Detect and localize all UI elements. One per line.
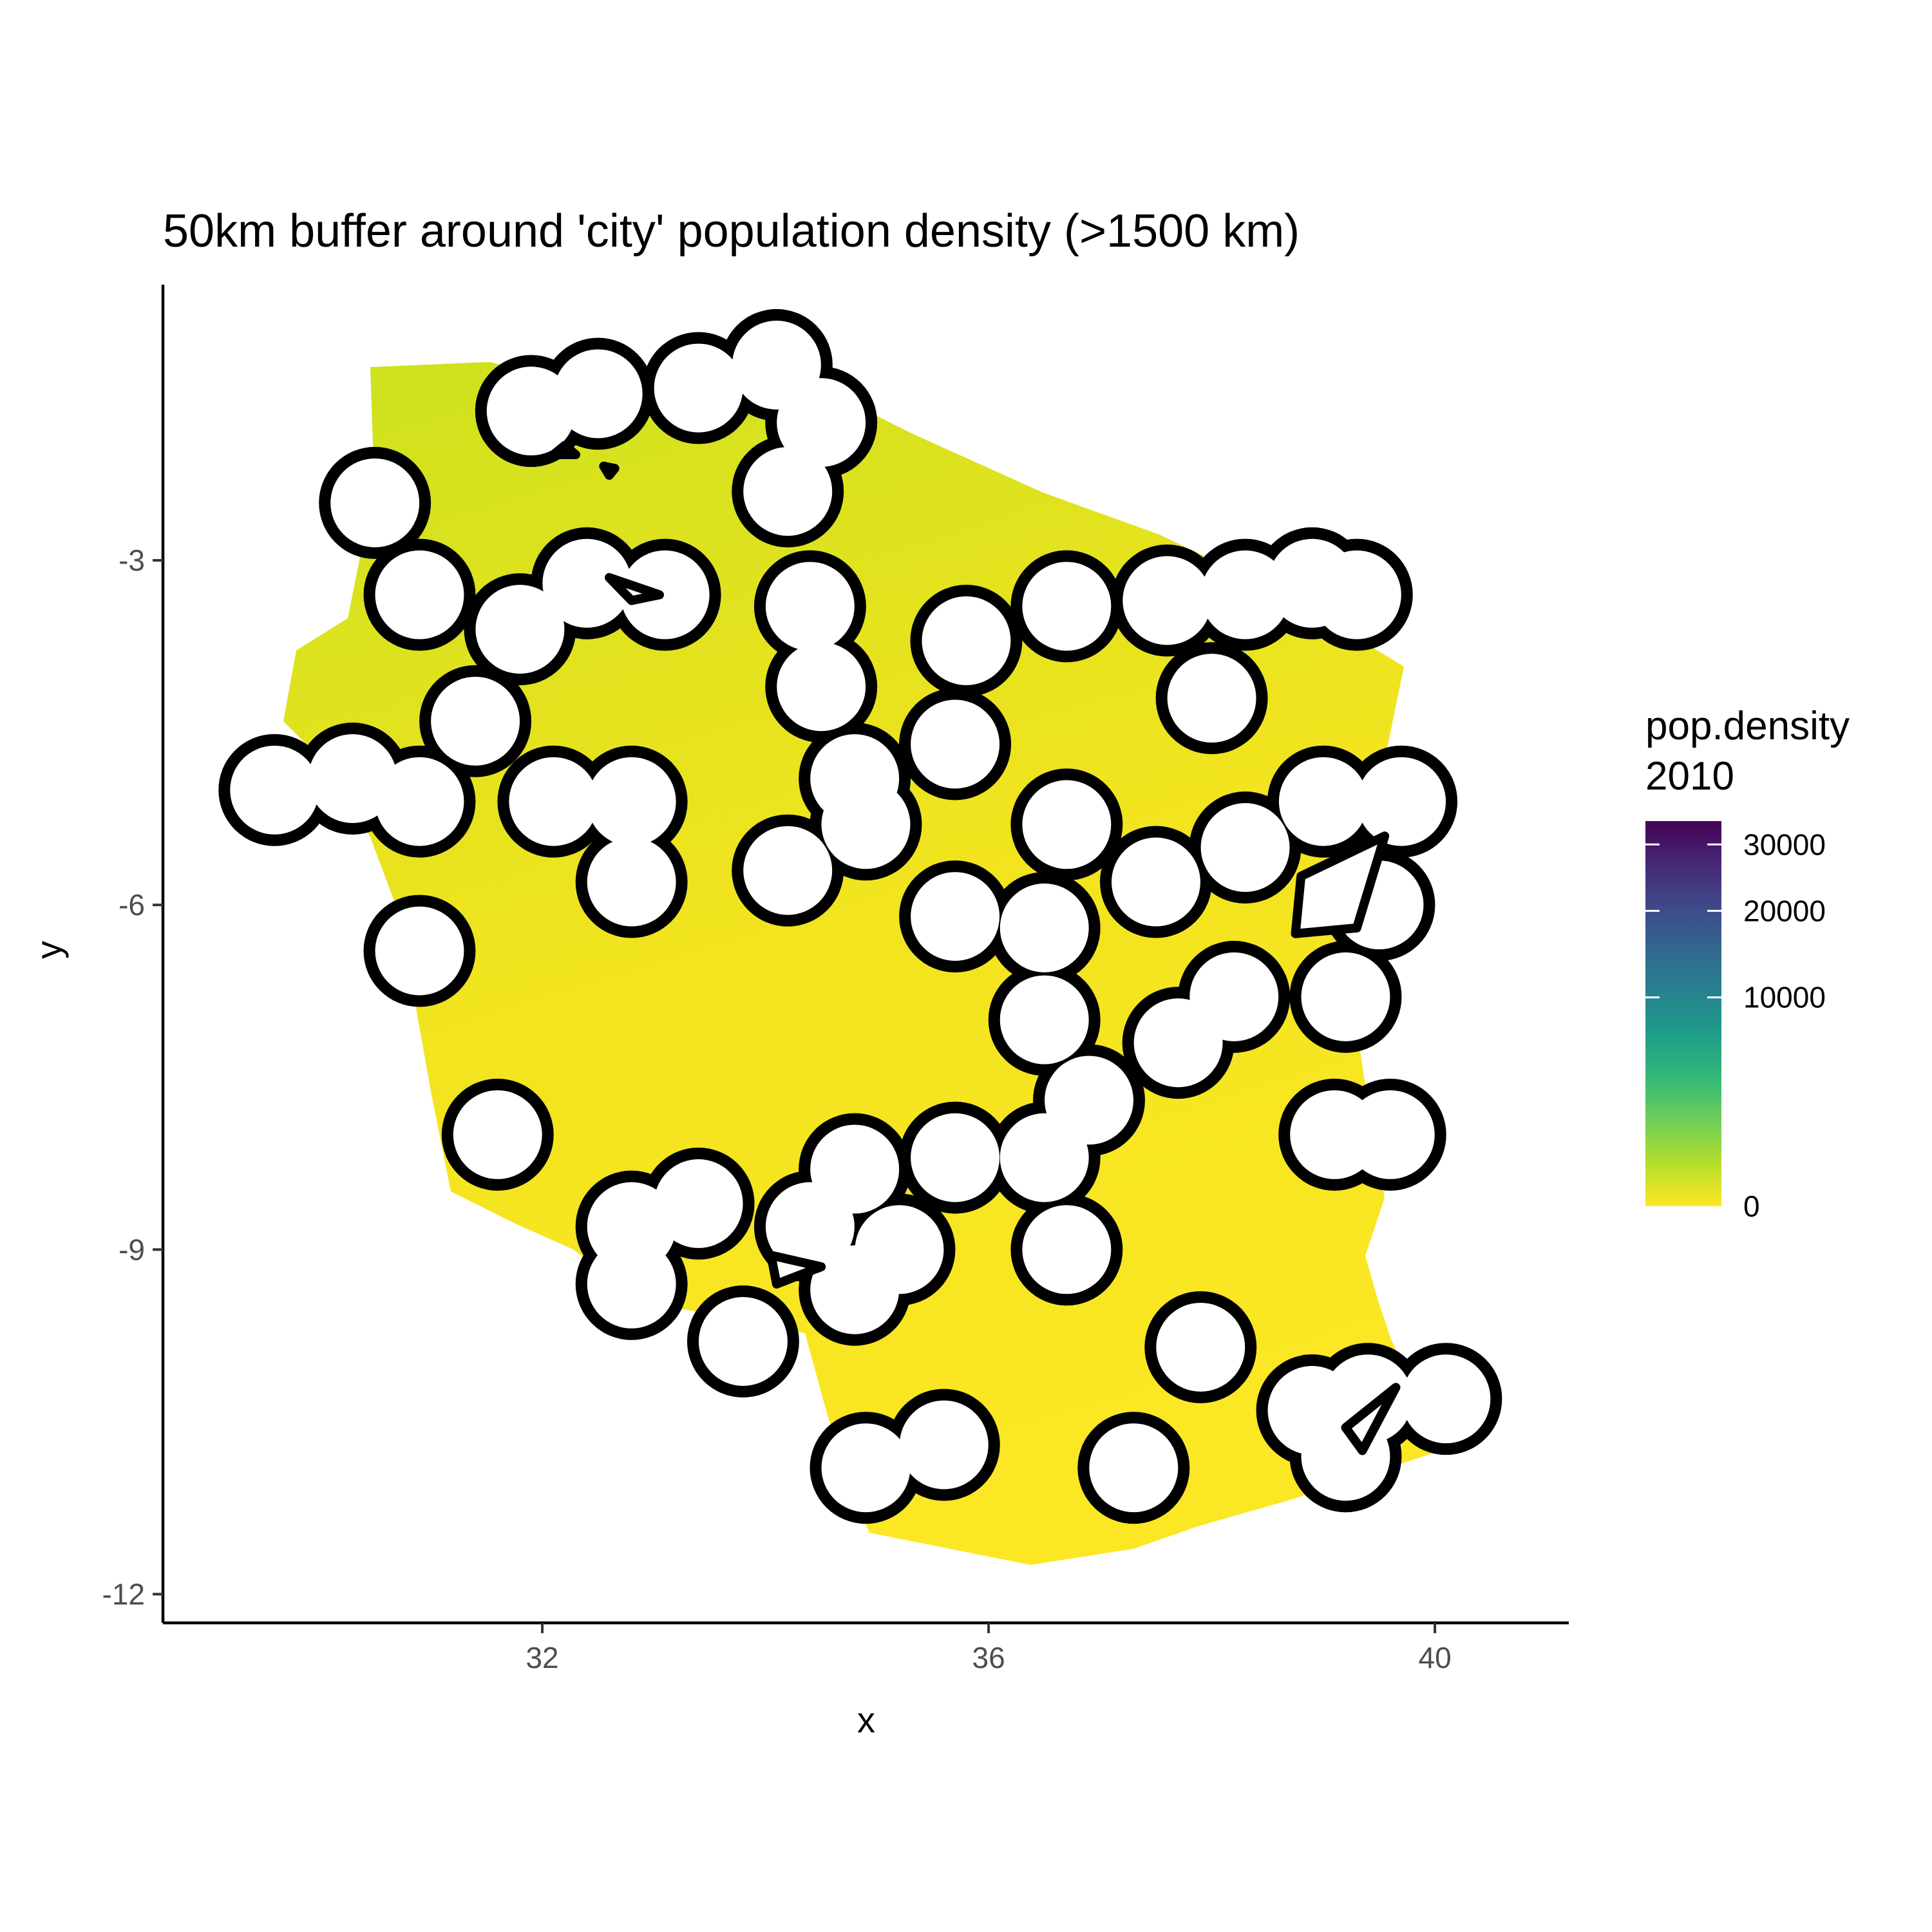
buffer-zone-10 [620,550,710,639]
buffer-zone-13 [431,676,520,766]
buffer-zone-14 [308,734,397,823]
buffer-zone-59 [1156,1302,1245,1392]
buffer-zone-58 [1345,1090,1435,1179]
y-tick-label-3: -12 [102,1577,145,1611]
y-axis-ticks: -3 -6 -9 -12 [102,544,163,1611]
y-tick-label-2: -9 [118,1233,145,1266]
buffer-zone-18 [453,1090,542,1179]
buffer-zone-6 [777,378,866,468]
buffer-zone-53 [698,1297,788,1386]
buffer-zone-23 [821,780,911,869]
buffer-zone-43 [1133,998,1223,1088]
lake-outline-5 [1341,1383,1401,1455]
buffer-zone-24 [743,826,833,915]
x-tick-label-1: 36 [972,1641,1005,1674]
lake-outline-0 [549,440,581,459]
x-tick-label-0: 32 [526,1641,558,1674]
lake-outline-3 [1291,831,1390,938]
buffer-zone-7 [743,447,833,536]
buffer-zone-15 [230,745,319,835]
legend-label-2: 20000 [1743,894,1826,927]
buffer-zone-64 [821,1423,911,1513]
buffer-zone-47 [911,1113,1000,1202]
buffer-zone-35 [911,872,1000,961]
buffer-zone-1 [375,550,464,639]
buffer-zone-38 [1278,757,1368,846]
map-panel [218,308,1502,1565]
buffer-zone-4 [654,343,743,433]
buffer-zone-52 [587,1239,676,1329]
y-tick-label-0: -3 [118,544,145,577]
buffer-zone-44 [999,975,1089,1065]
buffer-zone-0 [330,458,420,547]
legend: pop.density 2010 0 10000 20000 30000 [1645,704,1850,1223]
buffer-zone-12 [475,585,565,674]
buffer-zone-9 [777,642,866,732]
buffer-zone-41 [1301,952,1390,1041]
x-tick-label-2: 40 [1419,1641,1452,1674]
x-axis-title: x [857,1700,875,1740]
buffer-zone-3 [553,349,643,439]
legend-label-1: 10000 [1743,981,1826,1014]
buffer-zone-49 [765,1182,855,1271]
buffer-zone-31 [1312,550,1401,639]
buffer-zone-11 [542,538,632,628]
buffer-fill-group [230,320,1491,1513]
legend-title-line2: 2010 [1645,754,1734,799]
buffer-zone-36 [1111,837,1200,927]
buffer-zone-65 [899,1400,989,1490]
buffer-zone-50 [654,1159,743,1248]
buffer-zone-26 [922,596,1011,685]
buffer-zone-28 [1122,556,1212,645]
buffer-zone-29 [1200,550,1290,639]
x-axis-ticks: 32 36 40 [526,1623,1452,1674]
buffer-zone-33 [1022,780,1112,869]
buffer-zone-55 [855,1205,944,1294]
buffer-zone-39 [1357,757,1446,846]
buffer-zone-16 [375,757,464,846]
legend-title-line1: pop.density [1645,704,1850,748]
plot-title: 50km buffer around 'city' population den… [163,205,1300,257]
buffer-zone-2 [486,366,576,456]
buffer-zone-66 [1089,1423,1179,1513]
buffer-zone-21 [587,837,676,927]
buffer-zone-27 [1022,562,1112,651]
legend-label-3: 30000 [1743,828,1826,861]
buffer-zone-56 [1022,1205,1112,1294]
buffer-zone-62 [1401,1354,1491,1444]
buffer-zone-25 [911,699,1000,789]
buffer-zone-19 [509,757,598,846]
buffer-zone-32 [1167,654,1256,743]
buffer-zone-17 [375,906,464,996]
buffer-zone-20 [587,757,676,846]
lake-outline-group [549,440,1401,1455]
lake-outline-2 [605,573,664,605]
legend-colorbar [1645,821,1721,1206]
legend-ticks: 0 10000 20000 30000 [1645,828,1826,1223]
lake-outline-4 [766,1251,826,1289]
legend-label-0: 0 [1743,1189,1760,1223]
y-axis-title: y [28,941,69,959]
buffer-zone-8 [765,562,855,651]
buffer-zone-46 [999,1113,1089,1202]
y-tick-label-1: -6 [118,888,145,922]
buffer-zone-34 [999,883,1089,972]
buffer-zone-37 [1200,803,1290,892]
lake-outline-1 [599,461,620,480]
